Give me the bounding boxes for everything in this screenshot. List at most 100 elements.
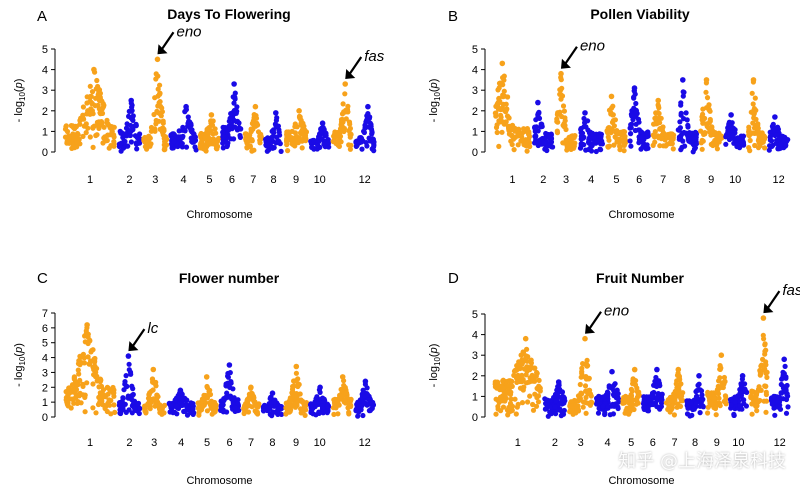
snp-point-chr4 (602, 411, 608, 418)
snp-point-chr8 (271, 399, 277, 405)
snp-point-chr11 (348, 131, 354, 138)
snp-point-chr2 (541, 140, 547, 146)
snp-point-chr1 (75, 367, 81, 373)
y-tick-label: 1 (472, 391, 478, 403)
snp-point-chr5 (214, 138, 221, 145)
snp-point-chr1 (90, 405, 96, 411)
data-points (62, 56, 377, 154)
snp-point-chr1 (69, 145, 75, 151)
snp-point-chr11 (746, 145, 752, 151)
snp-point-chr1 (101, 124, 107, 130)
snp-point-chr4 (599, 141, 606, 147)
x-tick-label: 7 (248, 437, 254, 449)
snp-point-chr7 (257, 134, 263, 140)
snp-point-chr3 (157, 82, 163, 88)
snp-point-chr4 (182, 127, 188, 133)
snp-point-chr1 (95, 401, 102, 408)
snp-point-chr4 (179, 402, 185, 408)
snp-point-chr12 (358, 135, 364, 141)
snp-point-chr1 (500, 404, 507, 410)
snp-point-chr8 (681, 129, 687, 136)
snp-point-chr1 (506, 131, 512, 137)
snp-point-chr5 (608, 130, 614, 136)
snp-point-chr12 (353, 140, 360, 146)
snp-point-chr2 (542, 406, 549, 412)
snp-point-chr7 (670, 146, 676, 152)
snp-point-chr1 (89, 89, 96, 95)
x-tick-label: 2 (552, 437, 558, 449)
snp-point-chr3 (575, 393, 582, 399)
snp-point-chr1 (87, 134, 93, 140)
y-tick-label: 6 (42, 323, 48, 335)
snp-point-chr11 (748, 393, 754, 399)
snp-point-chr11 (762, 348, 768, 354)
snp-point-chr3 (560, 103, 567, 109)
snp-point-chr4 (183, 402, 189, 408)
snp-point-chr6 (222, 139, 228, 145)
snp-point-chr5 (203, 148, 209, 154)
snp-point-chr1 (518, 352, 524, 358)
snp-point-chr8 (273, 134, 280, 140)
snp-point-chr1 (80, 104, 86, 110)
snp-point-chr11 (762, 145, 768, 151)
snp-point-chr10 (325, 139, 331, 145)
x-tick-label: 4 (604, 437, 610, 449)
snp-point-chr2 (129, 392, 135, 398)
snp-point-chr7 (676, 393, 682, 399)
snp-point-chr9 (706, 102, 712, 108)
snp-point-chr10 (323, 130, 329, 136)
snp-point-chr8 (697, 410, 703, 416)
snp-point-chr2 (120, 145, 126, 151)
snp-point-chr11 (332, 130, 339, 136)
snp-point-chr5 (634, 385, 640, 391)
snp-point-chr12 (784, 391, 790, 398)
peak-point-chr4 (582, 110, 588, 116)
snp-point-chr9 (723, 393, 729, 399)
snp-point-chr3 (558, 77, 564, 83)
snp-point-chr9 (700, 111, 706, 117)
snp-point-chr3 (561, 122, 567, 128)
snp-point-chr4 (598, 147, 604, 153)
snp-point-chr3 (564, 144, 570, 150)
snp-point-chr1 (501, 88, 507, 94)
snp-point-chr1 (77, 121, 83, 127)
snp-point-chr2 (133, 121, 139, 127)
snp-point-chr8 (676, 127, 682, 133)
snp-point-chr3 (562, 115, 568, 121)
snp-point-chr12 (363, 117, 370, 124)
x-tick-label: 10 (314, 437, 326, 449)
snp-point-chr3 (153, 71, 159, 77)
snp-point-chr9 (702, 130, 708, 136)
annotation-eno: eno (157, 23, 202, 55)
snp-point-chr10 (736, 136, 742, 142)
snp-point-chr9 (709, 391, 716, 398)
snp-point-chr1 (104, 384, 110, 390)
snp-point-chr12 (768, 133, 774, 139)
snp-point-chr7 (241, 410, 247, 417)
snp-point-chr1 (99, 110, 106, 116)
snp-point-chr4 (179, 135, 185, 141)
snp-point-chr8 (264, 407, 270, 414)
snp-point-chr9 (698, 140, 704, 146)
snp-point-chr9 (298, 137, 304, 143)
x-tick-label: 10 (314, 174, 326, 186)
snp-point-chr6 (218, 407, 224, 413)
snp-point-chr11 (335, 411, 341, 417)
snp-point-chr6 (651, 389, 657, 396)
snp-point-chr10 (728, 402, 735, 408)
snp-point-chr1 (495, 403, 501, 410)
snp-point-chr10 (319, 403, 325, 409)
snp-point-chr3 (162, 146, 168, 153)
snp-point-chr12 (355, 399, 361, 405)
annotation-arrow-shaft (130, 328, 146, 349)
snp-point-chr9 (302, 412, 308, 418)
snp-point-chr4 (172, 397, 178, 403)
annotation-arrowhead (763, 303, 774, 314)
snp-point-chr1 (96, 384, 102, 390)
snp-point-chr5 (613, 129, 619, 135)
snp-point-chr11 (753, 116, 759, 122)
snp-point-chr1 (111, 402, 117, 408)
snp-point-chr11 (338, 393, 344, 399)
peak-point-chr9 (718, 352, 725, 359)
